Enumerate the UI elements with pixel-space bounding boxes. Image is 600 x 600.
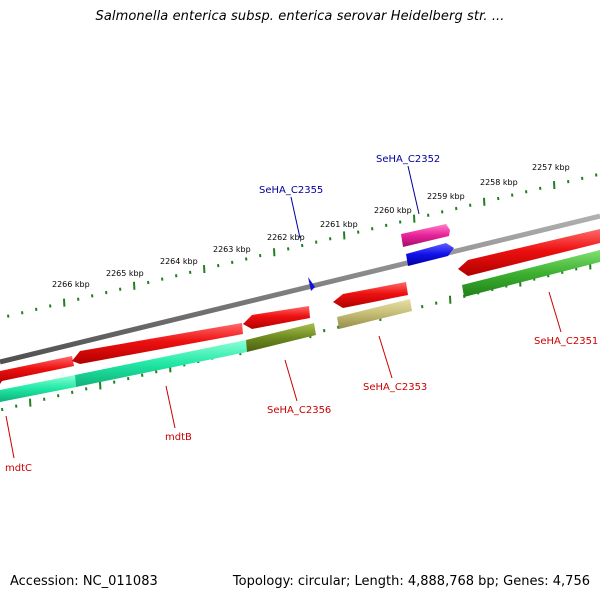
scale-label: 2261 kbp <box>320 220 358 229</box>
scale-label: 2257 kbp <box>532 163 570 172</box>
genome-backbone <box>0 213 600 365</box>
cds-SeHA_C2356-arrow[interactable] <box>243 306 310 329</box>
cog-mdtC-band <box>0 375 76 402</box>
scale-label: 2258 kbp <box>480 178 518 187</box>
outer-tick-ring <box>7 173 598 318</box>
scale-label: 2262 kbp <box>267 233 305 242</box>
gene-callout-line <box>548 291 562 333</box>
gene-label-SeHA_C2353[interactable]: SeHA_C2353 <box>363 382 427 393</box>
gene-label-SeHA_C2356[interactable]: SeHA_C2356 <box>267 405 331 416</box>
cog-SeHA_C2351-band <box>462 250 600 297</box>
gene-callout-line <box>378 335 393 379</box>
gene-label-mdtB[interactable]: mdtB <box>165 432 192 443</box>
scale-label: 2259 kbp <box>427 192 465 201</box>
scale-label: 2266 kbp <box>52 280 90 289</box>
cog-SeHA_C2356-band <box>246 323 316 352</box>
scale-labels: 2257 kbp 2258 kbp 2259 kbp 2260 kbp 2261 kbp… <box>52 163 570 289</box>
cds-SeHA_C2351-arrow[interactable] <box>458 229 600 276</box>
gene-labels: SeHA_C2355 SeHA_C2352 SeHA_C2351 SeHA_C2353… <box>5 154 598 474</box>
gene-callout-line <box>290 196 301 239</box>
gene-callout-line <box>284 359 298 402</box>
gene-label-mdtC[interactable]: mdtC <box>5 463 32 474</box>
scale-label: 2264 kbp <box>160 257 198 266</box>
scale-label: 2265 kbp <box>106 269 144 278</box>
scale-label: 2263 kbp <box>213 245 251 254</box>
map-title: Salmonella enterica subsp. enterica sero… <box>95 9 505 24</box>
gene-label-SeHA_C2352[interactable]: SeHA_C2352 <box>376 154 440 165</box>
feature-SeHA_C2352-blue[interactable] <box>406 243 454 266</box>
cds-SeHA_C2352-arrow[interactable] <box>401 224 450 247</box>
gene-callout-line <box>165 385 176 429</box>
cds-mdtB-arrow[interactable] <box>72 323 243 364</box>
cog-SeHA_C2353-band <box>337 299 412 329</box>
cds-SeHA_C2353-arrow[interactable] <box>333 282 408 308</box>
accession-text: Accession: NC_011083 <box>10 574 158 589</box>
cog-mdtB-band <box>75 340 247 387</box>
gene-callout-line <box>5 415 15 459</box>
gene-callout-line <box>407 165 420 215</box>
scale-label: 2260 kbp <box>374 206 412 215</box>
cds-mdtC-arrow[interactable] <box>0 356 74 384</box>
feature-SeHA_C2355-marker[interactable] <box>308 277 315 291</box>
gene-label-SeHA_C2351[interactable]: SeHA_C2351 <box>534 336 598 347</box>
topology-summary-text: Topology: circular; Length: 4,888,768 bp… <box>232 574 590 589</box>
gene-label-SeHA_C2355[interactable]: SeHA_C2355 <box>259 185 323 196</box>
